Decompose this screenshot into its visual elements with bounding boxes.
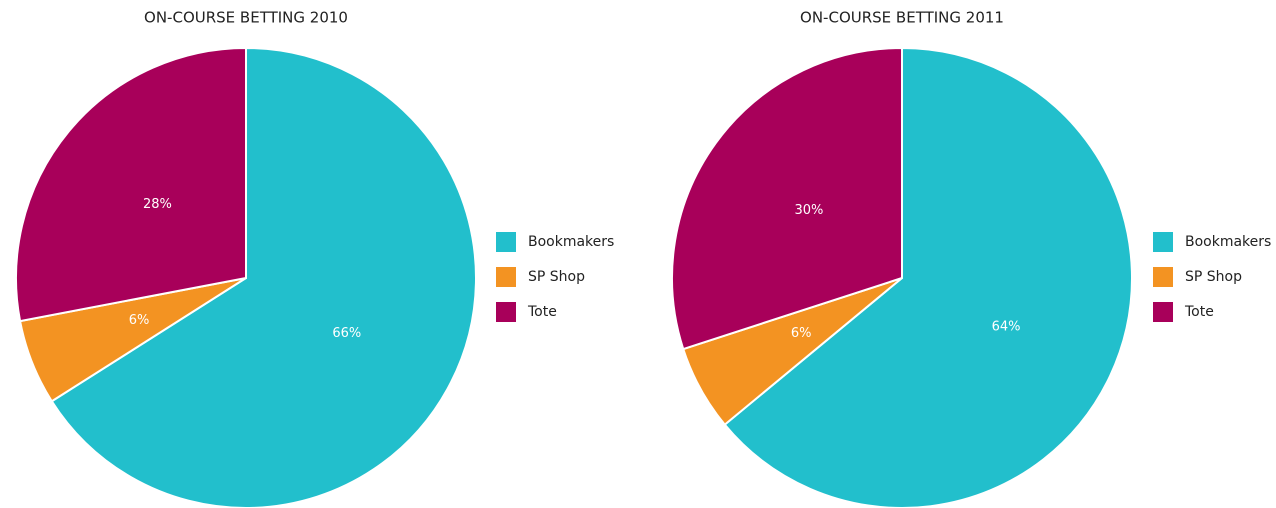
legend-swatch	[1153, 232, 1173, 252]
pie-slice	[723, 46, 1133, 508]
legend-label: Tote	[1184, 304, 1214, 320]
legend-label: SP Shop	[1185, 269, 1242, 285]
legend-swatch	[496, 267, 516, 287]
chart-title: ON-COURSE BETTING 2011	[800, 9, 1004, 27]
slice-label: 30%	[795, 203, 824, 218]
pie-slice	[50, 46, 477, 508]
slice-label: 66%	[332, 326, 361, 341]
pie-slice	[15, 46, 247, 323]
legend-swatch	[496, 302, 516, 322]
legend-label: SP Shop	[528, 269, 585, 285]
legend-label: Tote	[527, 304, 557, 320]
legend-label: Bookmakers	[1185, 234, 1271, 250]
slice-label: 6%	[791, 326, 812, 341]
legend-label: Bookmakers	[528, 234, 614, 250]
slice-label: 28%	[143, 197, 172, 212]
legend-swatch	[496, 232, 516, 252]
legend-swatch	[1153, 302, 1173, 322]
pie-slice	[671, 46, 903, 351]
chart-title: ON-COURSE BETTING 2010	[144, 9, 348, 27]
slice-label: 64%	[992, 319, 1021, 334]
slice-label: 6%	[129, 313, 150, 328]
legend-swatch	[1153, 267, 1173, 287]
